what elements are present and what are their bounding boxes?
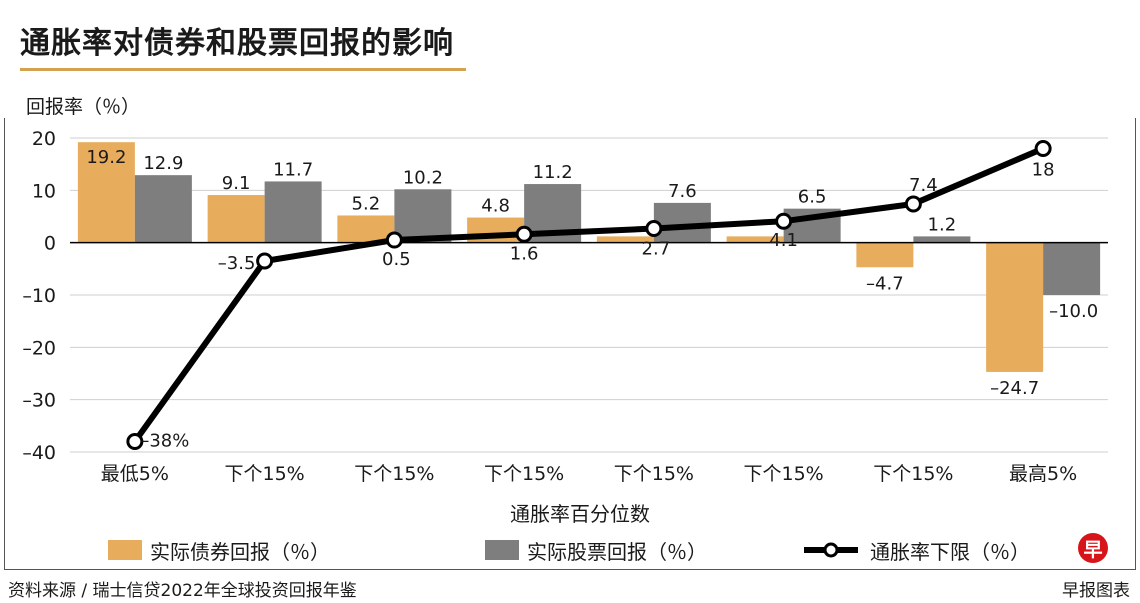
inflation-value-label: –38% bbox=[140, 431, 189, 452]
inflation-value-label: 4.1 bbox=[769, 230, 798, 251]
inflation-point bbox=[256, 252, 274, 270]
brand-credit: 早报图表 bbox=[1062, 581, 1130, 601]
stock-bar bbox=[1043, 242, 1101, 295]
stock-value-label: 11.2 bbox=[533, 162, 573, 183]
zaobao-logo-icon: 早 bbox=[1078, 533, 1108, 563]
legend-bond: 实际债券回报（％） bbox=[108, 536, 330, 564]
inflation-value-label: 0.5 bbox=[382, 249, 411, 270]
y-tick-label: 0 bbox=[44, 233, 56, 255]
title-underline bbox=[20, 68, 466, 71]
stock-bar bbox=[264, 181, 322, 243]
stock-value-label: 11.7 bbox=[273, 159, 313, 180]
x-tick-label: 下个15% bbox=[484, 463, 564, 485]
stock-value-label: 12.9 bbox=[143, 153, 183, 174]
stock-bar bbox=[653, 202, 711, 243]
legend-line-label: 通胀率下限（％） bbox=[870, 539, 1030, 564]
x-tick-label: 下个15% bbox=[873, 463, 953, 485]
bond-value-label: 9.1 bbox=[222, 173, 251, 194]
frame-right bbox=[1135, 118, 1136, 570]
inflation-value-label: 1.6 bbox=[510, 243, 539, 264]
inflation-point bbox=[775, 212, 793, 230]
inflation-line bbox=[132, 145, 1045, 444]
x-tick-label: 下个15% bbox=[744, 463, 824, 485]
legend-line: 通胀率下限（％） bbox=[800, 536, 1030, 564]
bond-value-label: 19.2 bbox=[86, 147, 126, 168]
inflation-point bbox=[904, 195, 922, 213]
frame-left bbox=[4, 118, 5, 570]
legend-stock-swatch bbox=[485, 540, 519, 560]
inflation-value-label: 2.7 bbox=[642, 239, 671, 260]
bond-bar bbox=[77, 142, 135, 243]
inflation-value-label: 7.4 bbox=[909, 175, 938, 196]
stock-bar bbox=[913, 236, 971, 243]
legend-line-marker-icon bbox=[804, 542, 858, 558]
inflation-value-label: 18 bbox=[1032, 159, 1055, 180]
stock-value-label: 1.2 bbox=[928, 214, 957, 235]
x-axis-label: 通胀率百分位数 bbox=[510, 502, 650, 526]
inflation-value-label: –3.5 bbox=[218, 253, 256, 274]
frame-bottom bbox=[4, 569, 1136, 570]
y-tick-label: 10 bbox=[32, 180, 56, 202]
x-tick-label: 下个15% bbox=[225, 463, 305, 485]
legend-bond-label: 实际债券回报（％） bbox=[150, 539, 330, 564]
bond-bar bbox=[856, 242, 914, 268]
source-note: 资料来源 / 瑞士信贷2022年全球投资回报年鉴 bbox=[8, 581, 357, 601]
inflation-point bbox=[385, 231, 403, 249]
bond-value-label: –24.7 bbox=[990, 378, 1039, 399]
stock-bar bbox=[394, 189, 452, 243]
inflation-point bbox=[515, 225, 533, 243]
inflation-point bbox=[1034, 139, 1052, 157]
bond-bar bbox=[207, 195, 265, 243]
y-axis-label: 回报率（％） bbox=[26, 96, 141, 118]
legend-stock-label: 实际股票回报（％） bbox=[527, 539, 707, 564]
x-tick-label: 下个15% bbox=[614, 463, 694, 485]
inflation-point bbox=[126, 433, 144, 451]
legend-stock: 实际股票回报（％） bbox=[485, 536, 707, 564]
stock-value-label: 7.6 bbox=[668, 181, 697, 202]
bond-bar bbox=[726, 236, 784, 243]
bond-bar bbox=[596, 236, 654, 243]
y-tick-label: –40 bbox=[22, 442, 56, 464]
inflation-point bbox=[645, 220, 663, 238]
stock-value-label: –10.0 bbox=[1049, 301, 1098, 322]
bond-bar bbox=[337, 215, 395, 243]
bond-value-label: 4.8 bbox=[481, 196, 510, 217]
bond-bar bbox=[986, 242, 1044, 372]
chart-title: 通胀率对债券和股票回报的影响 bbox=[20, 26, 454, 61]
x-tick-label: 最高5% bbox=[1009, 463, 1077, 485]
x-tick-label: 下个15% bbox=[354, 463, 434, 485]
y-tick-label: –20 bbox=[22, 337, 56, 359]
bond-value-label: 5.2 bbox=[352, 193, 381, 214]
bond-value-label: –4.7 bbox=[866, 273, 904, 294]
y-tick-label: 20 bbox=[32, 128, 56, 150]
y-tick-label: –10 bbox=[22, 285, 56, 307]
y-tick-label: –30 bbox=[22, 390, 56, 412]
x-tick-label: 最低5% bbox=[101, 463, 169, 485]
legend-bond-swatch bbox=[108, 540, 142, 560]
stock-value-label: 6.5 bbox=[798, 187, 827, 208]
stock-bar bbox=[134, 175, 192, 243]
stock-value-label: 10.2 bbox=[403, 167, 443, 188]
